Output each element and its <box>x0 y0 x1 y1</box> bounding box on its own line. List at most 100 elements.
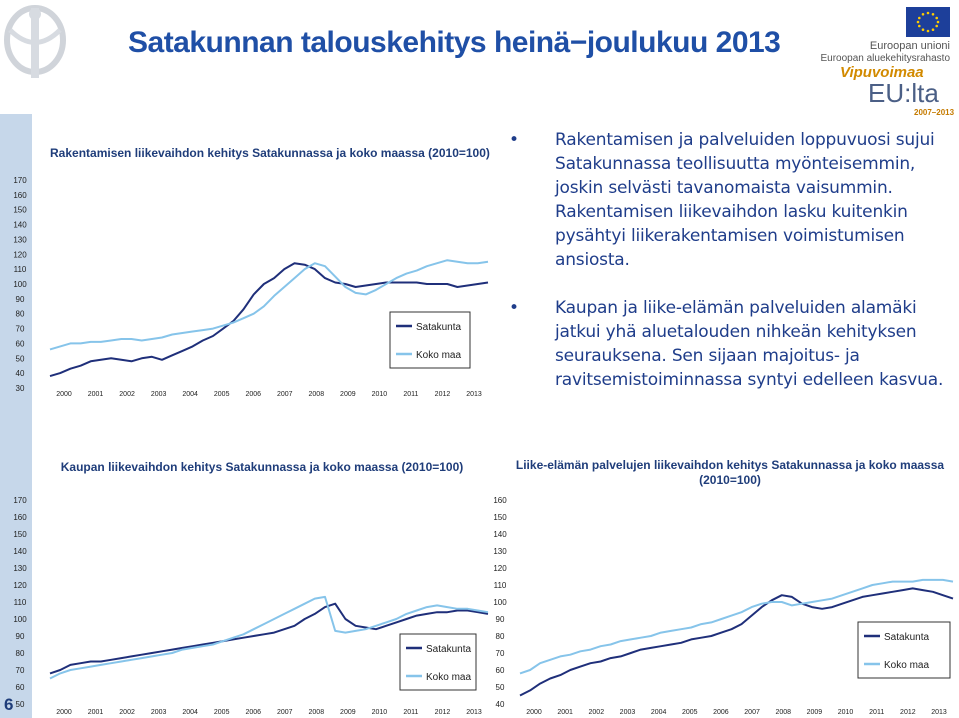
legend-label: Satakunta <box>884 632 929 643</box>
bullet-item: • Kaupan ja liike-elämän palveluiden alam… <box>509 298 944 390</box>
x-tick-label: 2002 <box>119 709 135 716</box>
y-tick-label: 170 <box>13 176 27 185</box>
x-tick-label: 2009 <box>807 709 823 716</box>
y-tick-label: 70 <box>16 325 25 334</box>
x-tick-label: 2010 <box>838 709 854 716</box>
y-tick-label: 110 <box>494 581 507 590</box>
x-tick-label: 2004 <box>182 709 198 716</box>
x-tick-label: 2012 <box>435 709 451 716</box>
y-tick-label: 130 <box>493 547 507 556</box>
y-tick-label: 150 <box>13 206 27 215</box>
x-tick-label: 2007 <box>744 709 760 716</box>
x-tick-label: 2010 <box>372 709 388 716</box>
legend-label: Satakunta <box>426 644 471 655</box>
legend-box <box>857 621 951 679</box>
x-tick-label: 2011 <box>403 391 418 398</box>
x-tick-label: 2000 <box>56 391 72 398</box>
series-line-satakunta <box>49 602 489 675</box>
series-line-koko-maa <box>49 259 489 351</box>
y-tick-label: 140 <box>13 221 27 230</box>
series-line-satakunta <box>519 587 954 697</box>
x-tick-label: 2011 <box>403 709 418 716</box>
y-tick-label: 100 <box>493 598 507 607</box>
legend-label: Koko maa <box>884 660 929 671</box>
y-tick-label: 150 <box>493 513 507 522</box>
x-tick-label: 2008 <box>309 391 325 398</box>
x-tick-label: 2003 <box>151 709 167 716</box>
x-tick-label: 2008 <box>309 709 325 716</box>
y-tick-label: 40 <box>16 369 25 378</box>
y-tick-label: 160 <box>13 513 27 522</box>
x-tick-label: 2005 <box>214 391 230 398</box>
y-tick-label: 50 <box>16 354 25 363</box>
x-tick-label: 2001 <box>88 709 104 716</box>
euilta-logo: EU:lta <box>868 78 939 108</box>
x-tick-label: 2000 <box>526 709 542 716</box>
y-tick-label: 40 <box>496 700 505 709</box>
x-tick-label: 2013 <box>931 709 947 716</box>
x-tick-label: 2010 <box>372 391 388 398</box>
y-tick-label: 90 <box>16 632 25 641</box>
slide-number: 6 <box>4 695 14 714</box>
x-tick-label: 2006 <box>713 709 729 716</box>
series-line-koko-maa <box>49 595 489 680</box>
y-tick-label: 50 <box>16 700 25 709</box>
left-decor-strip <box>0 114 32 718</box>
x-tick-label: 2004 <box>182 391 198 398</box>
series-line-koko-maa <box>519 578 954 675</box>
legend-label: Satakunta <box>416 322 461 333</box>
x-tick-label: 2006 <box>245 391 261 398</box>
y-tick-label: 160 <box>13 191 27 200</box>
y-tick-label: 60 <box>16 683 25 692</box>
y-tick-label: 80 <box>16 310 25 319</box>
chart-title: Rakentamisen liikevaihdon kehitys Sataku… <box>50 146 490 160</box>
y-tick-label: 120 <box>13 581 27 590</box>
eu-fund-label: Euroopan aluekehitysrahasto <box>820 53 950 64</box>
y-tick-label: 150 <box>13 530 27 539</box>
coat-of-arms-icon <box>0 0 100 100</box>
page-title: Satakunnan talouskehitys heinä−joulukuu … <box>128 26 781 59</box>
y-tick-label: 30 <box>16 384 25 393</box>
y-tick-label: 130 <box>13 235 27 244</box>
x-tick-label: 2004 <box>651 709 667 716</box>
x-tick-label: 2000 <box>56 709 72 716</box>
x-tick-label: 2013 <box>466 709 482 716</box>
y-tick-label: 170 <box>13 496 27 505</box>
y-tick-label: 120 <box>13 250 27 259</box>
y-tick-label: 60 <box>16 339 25 348</box>
y-tick-label: 70 <box>16 666 25 675</box>
legend-box <box>389 311 471 369</box>
legend-label: Koko maa <box>426 672 471 683</box>
y-tick-label: 90 <box>16 295 25 304</box>
x-tick-label: 2008 <box>775 709 791 716</box>
eu-union-label: Euroopan unioni <box>869 40 950 52</box>
y-tick-label: 80 <box>496 632 505 641</box>
x-tick-label: 2005 <box>682 709 698 716</box>
x-tick-label: 2009 <box>340 391 356 398</box>
x-tick-label: 2001 <box>88 391 104 398</box>
y-tick-label: 160 <box>493 496 507 505</box>
trade-chart: Kaupan liikevaihdon kehitys Satakunnassa… <box>13 460 489 716</box>
x-tick-label: 2011 <box>869 709 884 716</box>
bullet-text: Rakentamisen ja palveluiden loppuvuosi s… <box>555 130 935 270</box>
legend-label: Koko maa <box>416 350 461 361</box>
x-tick-label: 2003 <box>151 391 167 398</box>
x-tick-label: 2001 <box>557 709 573 716</box>
bullet-item: • Rakentamisen ja palveluiden loppuvuosi … <box>509 130 935 270</box>
eu-flag-icon <box>906 7 950 37</box>
x-tick-label: 2002 <box>119 391 135 398</box>
y-tick-label: 140 <box>13 547 27 556</box>
x-tick-label: 2012 <box>900 709 916 716</box>
y-tick-label: 100 <box>13 280 27 289</box>
x-tick-label: 2009 <box>340 709 356 716</box>
business-services-chart: Liike-elämän palvelujen liikevaihdon keh… <box>493 458 954 716</box>
y-tick-label: 100 <box>13 615 27 624</box>
vipuvoimaa-logo: Vipuvoimaa <box>840 64 924 81</box>
y-tick-label: 50 <box>496 683 505 692</box>
y-tick-label: 90 <box>496 615 505 624</box>
x-tick-label: 2002 <box>589 709 605 716</box>
x-tick-label: 2005 <box>214 709 230 716</box>
y-tick-label: 80 <box>16 649 25 658</box>
x-tick-label: 2007 <box>277 391 293 398</box>
y-tick-label: 130 <box>13 564 27 573</box>
